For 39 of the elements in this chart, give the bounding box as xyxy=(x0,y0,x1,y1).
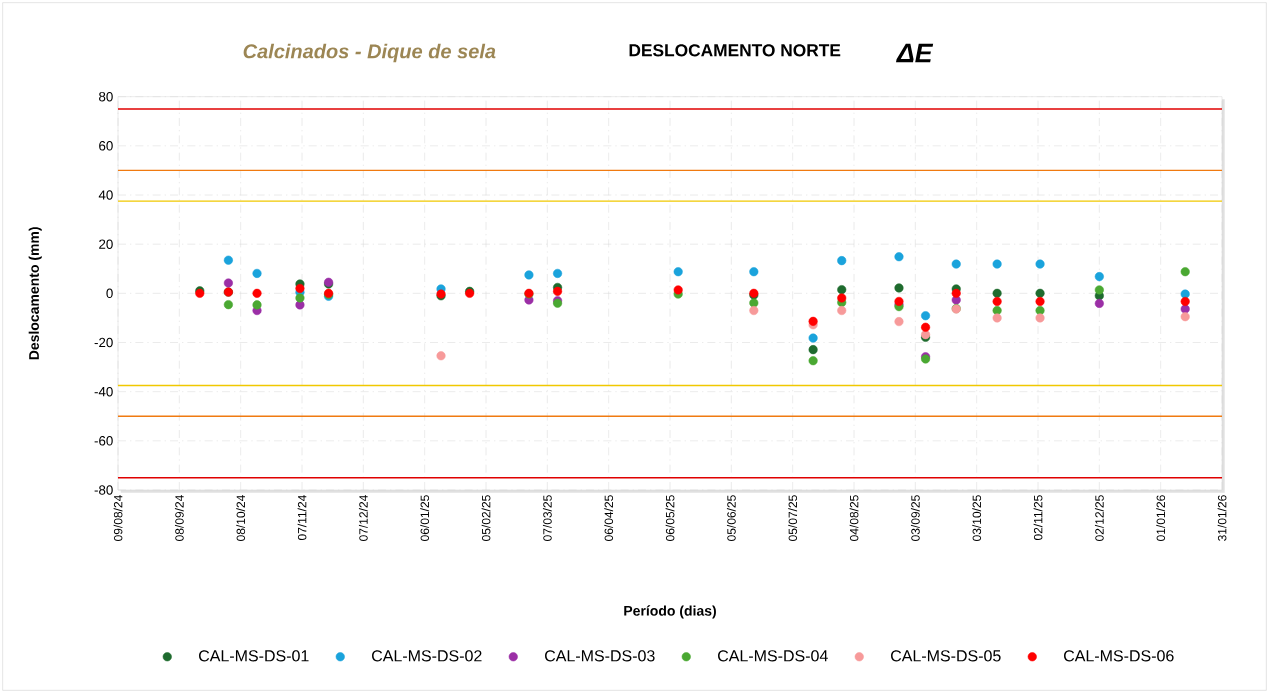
x-tick-label: 03/09/25 xyxy=(910,495,920,541)
x-tick-label: 05/02/25 xyxy=(481,495,491,541)
x-tick-label: 07/11/24 xyxy=(297,495,307,541)
y-tick-label: -80 xyxy=(94,485,113,495)
x-tick-label: 06/01/25 xyxy=(420,495,430,541)
x-tick-label: 06/05/25 xyxy=(665,495,675,541)
y-axis-title: Deslocamento (mm) xyxy=(28,227,42,360)
text: ΔE xyxy=(896,43,934,63)
x-tick-label: 04/08/25 xyxy=(849,495,859,541)
chart-title: Calcinados - Dique de sela xyxy=(243,43,496,63)
x-tick-label: 05/07/25 xyxy=(788,495,798,541)
legend-label: CAL-MS-DS-03 xyxy=(545,650,655,662)
x-tick-label: 07/03/25 xyxy=(542,495,552,541)
chart-subtitle: DESLOCAMENTO NORTE xyxy=(629,44,841,57)
x-axis-title: Período (dias) xyxy=(624,605,716,619)
legend-label: CAL-MS-DS-06 xyxy=(1064,650,1174,662)
y-tick-label: -40 xyxy=(94,386,113,397)
x-tick-label: 08/10/24 xyxy=(236,495,246,541)
legend-label: CAL-MS-DS-02 xyxy=(372,650,482,662)
y-tick-label: -60 xyxy=(94,436,113,446)
x-tick-label: 09/08/24 xyxy=(113,495,123,541)
y-tick-label: 0 xyxy=(106,288,113,299)
y-tick-label: 40 xyxy=(98,190,113,200)
x-tick-label: 03/10/25 xyxy=(972,495,982,541)
x-tick-label: 01/01/26 xyxy=(1156,495,1166,541)
x-tick-label: 02/12/25 xyxy=(1094,495,1104,541)
y-tick-label: 60 xyxy=(99,141,113,151)
y-tick-label: 80 xyxy=(99,91,113,102)
x-tick-label: 05/06/25 xyxy=(726,495,736,541)
y-tick-label: 20 xyxy=(99,239,113,249)
x-tick-label: 31/01/26 xyxy=(1217,495,1227,541)
legend-label: CAL-MS-DS-04 xyxy=(718,650,828,662)
x-tick-label: 02/11/25 xyxy=(1033,495,1043,541)
legend-label: CAL-MS-DS-05 xyxy=(891,650,1001,662)
x-tick-label: 07/12/24 xyxy=(358,495,368,541)
legend-label: CAL-MS-DS-01 xyxy=(199,650,309,662)
y-tick-label: -20 xyxy=(94,337,113,348)
x-tick-label: 08/09/24 xyxy=(174,495,184,541)
x-tick-label: 06/04/25 xyxy=(604,495,614,541)
